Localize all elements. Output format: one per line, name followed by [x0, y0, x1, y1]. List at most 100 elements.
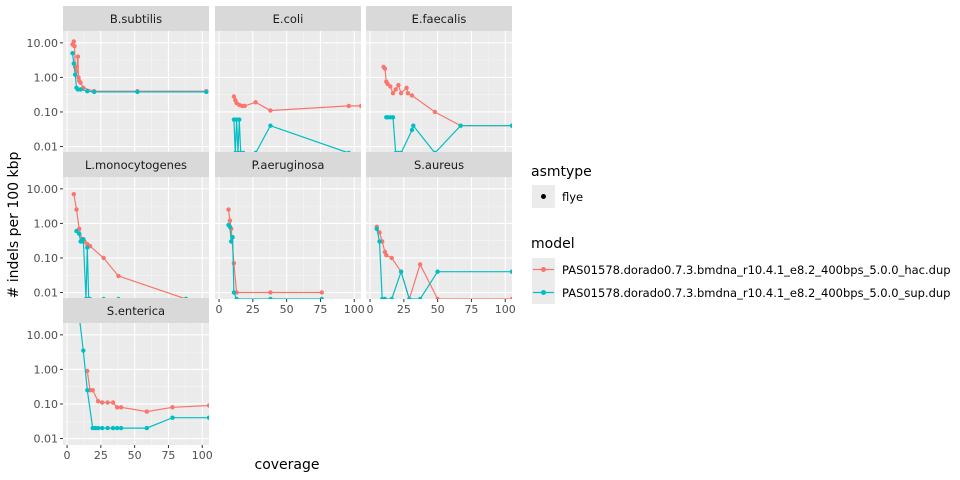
- data-point: [114, 405, 120, 410]
- facet-strip-label: S.aureus: [414, 158, 464, 172]
- data-point: [110, 400, 116, 405]
- y-tick-label: 10.00: [27, 329, 59, 342]
- data-point: [227, 218, 233, 223]
- data-point: [95, 399, 101, 404]
- data-point: [100, 400, 105, 405]
- data-point: [101, 255, 106, 261]
- data-point: [71, 61, 77, 66]
- y-tick-label: 0.01: [34, 433, 59, 446]
- data-point: [95, 425, 101, 431]
- data-point: [226, 207, 231, 212]
- facet-strip: [215, 152, 361, 177]
- facet-e-coli: E.coli: [215, 6, 361, 153]
- data-point: [319, 290, 324, 295]
- data-point: [75, 54, 81, 59]
- x-tick-label: 75: [464, 303, 478, 316]
- data-point: [74, 228, 79, 234]
- series-line: [228, 224, 322, 299]
- facet-strip-label: S.enterica: [107, 304, 165, 318]
- y-tick-label: 0.10: [34, 106, 59, 119]
- x-tick-label: 0: [64, 449, 71, 462]
- x-tick-label: 25: [94, 449, 108, 462]
- data-point: [72, 44, 77, 49]
- data-point: [144, 425, 149, 431]
- data-point: [74, 207, 79, 212]
- data-point: [118, 405, 124, 410]
- data-point: [417, 296, 423, 299]
- facet-strip: [63, 152, 209, 177]
- x-tick-label: 100: [344, 303, 365, 316]
- y-axis-title: # indels per 100 kbp: [6, 151, 22, 298]
- x-tick-label: 75: [313, 303, 327, 316]
- data-point: [435, 269, 440, 274]
- legend-asmtype-title: asmtype: [531, 164, 592, 180]
- x-axis-title: coverage: [255, 457, 320, 473]
- data-point: [73, 72, 78, 77]
- data-point: [85, 245, 90, 250]
- panel-background: [366, 31, 512, 153]
- data-point: [268, 123, 273, 128]
- series-sup: [70, 51, 209, 95]
- series-hac: [226, 207, 324, 295]
- data-point: [242, 103, 247, 109]
- data-point: [81, 237, 86, 242]
- data-point: [231, 94, 237, 99]
- data-point: [409, 93, 415, 98]
- facet-panels: B.subtilis 0.01 0.10 1.00 10.00 E.coli E.faeca…: [27, 6, 516, 462]
- series-hac: [381, 64, 512, 128]
- data-point: [118, 425, 124, 431]
- data-point: [432, 109, 438, 115]
- data-point: [509, 123, 512, 128]
- data-point: [389, 296, 394, 299]
- series-hac: [231, 94, 361, 113]
- facet-strip-label: P.aeruginosa: [252, 158, 325, 172]
- facet-e-faecalis: E.faecalis: [366, 6, 512, 153]
- data-point: [105, 400, 110, 405]
- panel-background: [215, 177, 361, 299]
- data-point: [390, 91, 396, 96]
- data-point: [135, 89, 140, 95]
- data-point: [389, 255, 394, 261]
- data-point: [71, 39, 77, 44]
- legend-model-hac-key-point: [541, 267, 546, 272]
- data-point: [85, 89, 90, 94]
- facet-strip: [63, 6, 209, 31]
- series-hac: [85, 368, 209, 414]
- data-point: [404, 85, 409, 91]
- data-point: [110, 425, 116, 431]
- data-point: [253, 100, 258, 105]
- data-point: [71, 192, 77, 197]
- data-point: [398, 269, 404, 274]
- y-tick-label: 10.00: [27, 183, 59, 196]
- data-point: [144, 409, 149, 414]
- data-point: [407, 296, 412, 299]
- facet-strip-label: B.subtilis: [110, 12, 162, 26]
- x-tick-label: 50: [128, 449, 142, 462]
- data-point: [76, 75, 81, 80]
- data-point: [105, 425, 110, 431]
- data-point: [206, 403, 209, 408]
- data-point: [85, 368, 90, 374]
- data-point: [81, 348, 86, 353]
- facet-strip-label: E.coli: [273, 12, 304, 26]
- legend: asmtype flye model PAS01578.dorado0.7.3.…: [531, 164, 951, 304]
- facet-s-aureus: S.aureus 0 25 50 75 100: [366, 152, 516, 316]
- data-point: [411, 123, 416, 128]
- facet-strip: [215, 6, 361, 31]
- data-point: [231, 261, 237, 266]
- data-point: [231, 290, 237, 295]
- x-tick-label: 25: [246, 303, 260, 316]
- series-sup: [79, 323, 209, 431]
- data-point: [170, 415, 175, 420]
- y-tick-label: 1.00: [34, 363, 59, 376]
- data-point: [237, 117, 242, 122]
- data-point: [204, 89, 209, 95]
- y-tick-label: 0.10: [34, 252, 59, 265]
- data-point: [230, 235, 235, 240]
- data-point: [170, 405, 175, 410]
- data-point: [229, 239, 234, 244]
- facet-strip: [366, 6, 512, 31]
- y-tick-label: 1.00: [34, 71, 59, 84]
- panel-background: [63, 323, 209, 445]
